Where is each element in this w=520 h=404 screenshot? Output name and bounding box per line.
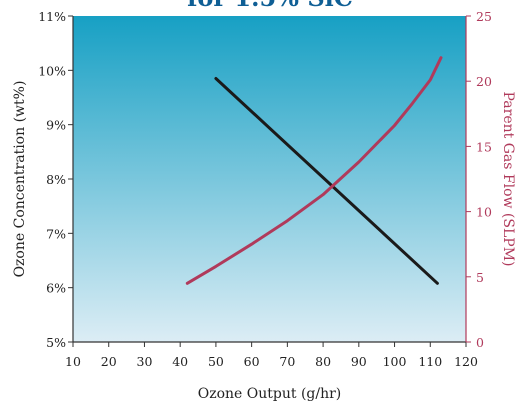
left-y-tick-label: 6%: [46, 281, 66, 296]
left-y-tick-label: 10%: [38, 63, 66, 78]
x-tick-label: 40: [172, 354, 188, 369]
left-y-tick-label: 9%: [46, 118, 66, 133]
x-tick-label: 90: [351, 354, 367, 369]
left-y-tick-label: 8%: [46, 172, 66, 187]
x-tick-label: 110: [418, 354, 442, 369]
ozone-concentration-line: [214, 77, 439, 285]
left-y-tick-label: 7%: [46, 226, 66, 241]
x-tick-label: 10: [65, 354, 81, 369]
axes: 10 20 30 40 50 60 70 80 90 100 110 1205%6%7%8%9%10%…: [38, 9, 492, 369]
x-tick-label: 120: [454, 354, 478, 369]
x-axis-title: Ozone Output (g/hr): [198, 386, 342, 402]
right-y-tick-label: 15: [476, 139, 492, 154]
right-y-axis-title: Parent Gas Flow (SLPM): [500, 92, 516, 267]
right-y-tick-label: 25: [476, 9, 492, 24]
right-y-tick-label: 20: [476, 74, 492, 89]
series-layer: [185, 56, 443, 285]
plot-area: [73, 16, 466, 342]
x-tick-label: 60: [244, 354, 260, 369]
x-tick-label: 20: [101, 354, 117, 369]
x-tick-label: 70: [279, 354, 295, 369]
x-tick-label: 30: [137, 354, 153, 369]
left-y-axis-title: Ozone Concentration (wt%): [12, 81, 28, 278]
chart-title: for 1.5% SiC: [187, 0, 353, 12]
x-tick-label: 100: [383, 354, 407, 369]
left-y-tick-label: 5%: [46, 335, 66, 350]
left-y-tick-label: 11%: [38, 9, 66, 24]
x-tick-label: 80: [315, 354, 331, 369]
right-y-tick-label: 10: [476, 205, 492, 220]
right-y-tick-label: 5: [476, 270, 484, 285]
x-tick-label: 50: [208, 354, 224, 369]
right-y-tick-label: 0: [476, 335, 484, 350]
parent-gas-flow-line: [185, 56, 443, 285]
